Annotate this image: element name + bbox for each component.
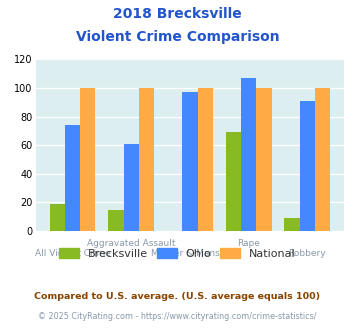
Bar bbox=[226, 132, 241, 231]
Text: 2018 Brecksville: 2018 Brecksville bbox=[113, 7, 242, 20]
Text: Aggravated Assault: Aggravated Assault bbox=[87, 239, 175, 248]
Text: Compared to U.S. average. (U.S. average equals 100): Compared to U.S. average. (U.S. average … bbox=[34, 292, 321, 301]
Bar bbox=[80, 88, 95, 231]
Legend: Brecksville, Ohio, National: Brecksville, Ohio, National bbox=[55, 244, 300, 263]
Bar bbox=[198, 88, 213, 231]
Text: Murder & Mans...: Murder & Mans... bbox=[151, 249, 229, 258]
Bar bbox=[315, 88, 330, 231]
Text: Violent Crime Comparison: Violent Crime Comparison bbox=[76, 30, 279, 44]
Bar bbox=[50, 204, 65, 231]
Bar bbox=[256, 88, 272, 231]
Bar bbox=[65, 125, 80, 231]
Bar bbox=[139, 88, 154, 231]
Text: © 2025 CityRating.com - https://www.cityrating.com/crime-statistics/: © 2025 CityRating.com - https://www.city… bbox=[38, 312, 317, 321]
Bar bbox=[108, 210, 124, 231]
Text: All Violent Crime: All Violent Crime bbox=[34, 249, 110, 258]
Text: Robbery: Robbery bbox=[289, 249, 326, 258]
Bar bbox=[241, 78, 256, 231]
Text: Rape: Rape bbox=[237, 239, 260, 248]
Bar bbox=[300, 101, 315, 231]
Bar bbox=[284, 218, 300, 231]
Bar bbox=[124, 144, 139, 231]
Bar bbox=[182, 92, 198, 231]
